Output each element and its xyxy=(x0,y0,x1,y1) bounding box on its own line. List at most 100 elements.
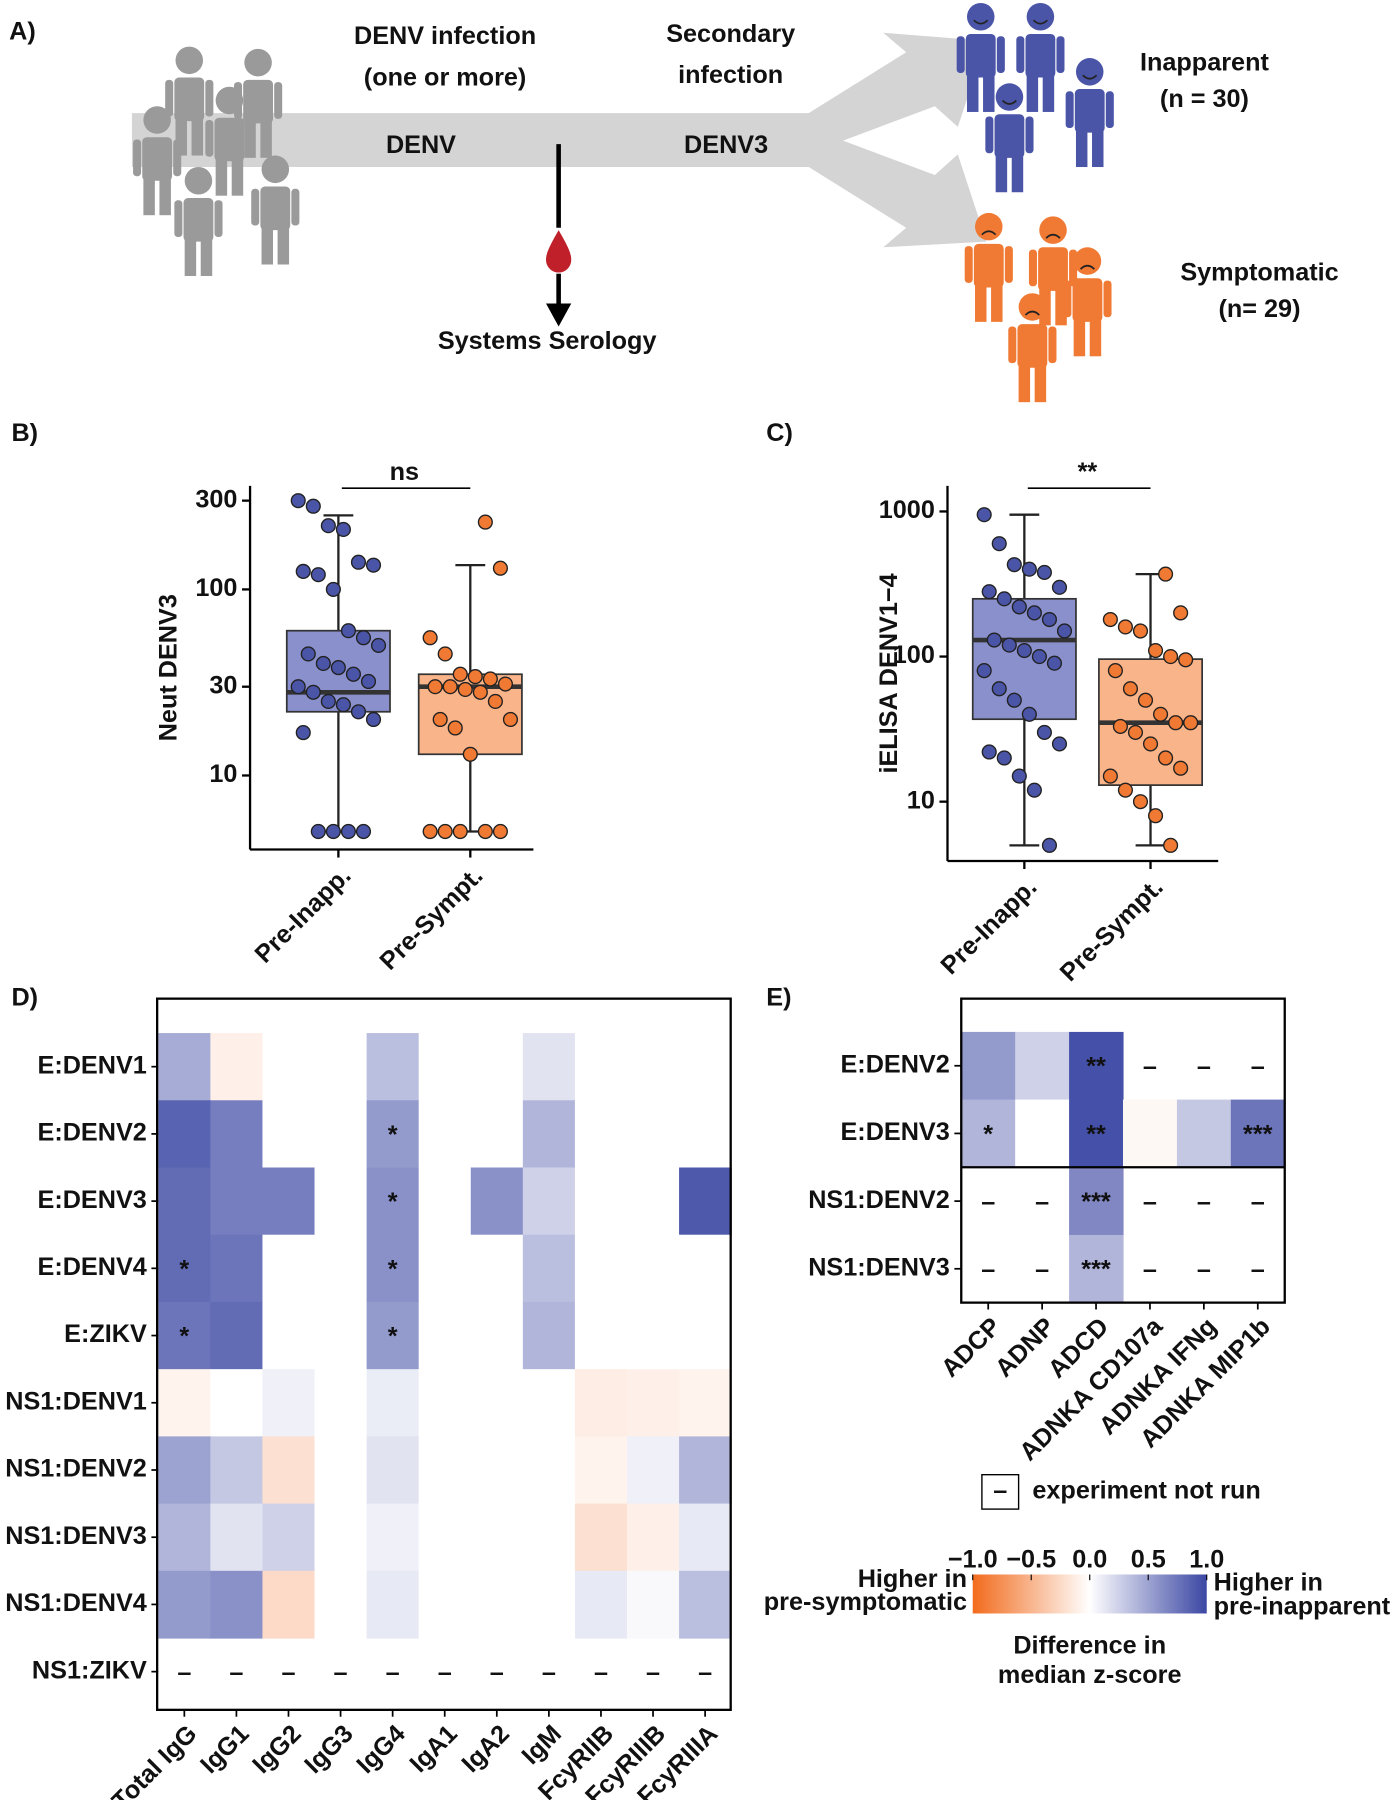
point xyxy=(1132,623,1149,639)
person-leg xyxy=(1011,155,1024,193)
point xyxy=(310,567,326,583)
cell-label: – xyxy=(490,1659,504,1687)
cell-label: – xyxy=(386,1659,400,1687)
heat-cell xyxy=(522,1234,576,1303)
col-label: IgG3 xyxy=(299,1720,358,1779)
heat-cell xyxy=(522,1167,576,1236)
heat-cell xyxy=(574,1436,628,1505)
person-leg xyxy=(159,178,171,216)
heat-cell xyxy=(679,1167,732,1236)
heat-cell xyxy=(574,1234,628,1303)
person-arm xyxy=(205,119,214,157)
person-head xyxy=(1018,293,1047,321)
point xyxy=(457,681,473,698)
y-tick-label: 100 xyxy=(893,641,935,669)
heat-cell xyxy=(470,1369,524,1437)
heat-cell xyxy=(679,1234,732,1303)
cell-label: – xyxy=(177,1659,191,1687)
person-body xyxy=(965,33,996,78)
point xyxy=(300,646,316,662)
person-head xyxy=(1075,58,1104,86)
person-body xyxy=(183,197,214,242)
point xyxy=(370,637,387,653)
cell-label: *** xyxy=(1081,1188,1111,1216)
cell-label: – xyxy=(438,1659,452,1687)
cell-label: – xyxy=(229,1659,243,1687)
point xyxy=(1158,566,1174,582)
person-arm xyxy=(1103,280,1112,318)
point xyxy=(981,744,997,760)
point xyxy=(1011,768,1027,784)
heat-cell xyxy=(418,1100,472,1169)
point xyxy=(1107,663,1123,679)
panel-label: B) xyxy=(11,419,38,447)
heat-cell xyxy=(210,1503,264,1572)
cell-label: – xyxy=(1035,1256,1049,1284)
person-leg xyxy=(277,227,290,265)
heat-cell xyxy=(1069,1234,1124,1304)
y-tick-label: 300 xyxy=(195,485,237,513)
y-tick-label: 1000 xyxy=(879,496,935,524)
heat-cell xyxy=(679,1100,732,1169)
panel-label: C) xyxy=(766,419,793,447)
x-tick-label: Pre-Inapp. xyxy=(250,862,357,969)
row-label: NS1:DENV2 xyxy=(5,1455,147,1483)
cell-label: * xyxy=(388,1188,398,1216)
heat-cell xyxy=(1069,1167,1124,1236)
cell-label: – xyxy=(1143,1053,1157,1081)
point xyxy=(437,646,453,662)
point xyxy=(1173,760,1189,776)
colorbar-tick-label: 0.0 xyxy=(1072,1545,1107,1573)
cell-label: * xyxy=(179,1323,189,1351)
stage-label: infection xyxy=(678,61,783,89)
heat-cell xyxy=(314,1503,368,1572)
person-leg xyxy=(191,118,204,156)
cell-label: – xyxy=(1143,1256,1157,1284)
heat-cell xyxy=(210,1167,264,1236)
person-leg xyxy=(200,239,213,276)
person-head xyxy=(184,167,213,195)
y-tick-label: 10 xyxy=(209,760,237,788)
person-arm xyxy=(1025,116,1034,154)
point xyxy=(305,498,321,514)
point xyxy=(330,660,346,676)
person-body xyxy=(1038,247,1068,291)
person-body xyxy=(1072,278,1103,322)
colorbar-title: Difference in xyxy=(1013,1631,1166,1659)
person-face xyxy=(1082,74,1098,80)
point xyxy=(290,679,306,695)
panel-label: D) xyxy=(11,983,38,1011)
person-arm xyxy=(1028,249,1037,287)
heat-cell xyxy=(679,1301,732,1370)
person-leg xyxy=(1092,130,1104,168)
person-arm xyxy=(1063,280,1072,318)
point xyxy=(340,823,356,840)
heat-cell xyxy=(574,1570,628,1639)
heat-cell xyxy=(574,1167,628,1236)
outcome-count: (n= 29) xyxy=(1218,295,1300,323)
person-leg xyxy=(975,285,987,322)
heat-cell xyxy=(158,1503,211,1572)
blood-drop xyxy=(546,230,572,273)
person-leg xyxy=(261,227,274,265)
flow-arrow xyxy=(131,32,987,248)
person-arm xyxy=(291,188,300,226)
low-label: pre-symptomatic xyxy=(764,1588,967,1616)
person-arm xyxy=(1016,36,1025,73)
person-arm xyxy=(205,79,214,117)
cell-label: *** xyxy=(1243,1120,1273,1148)
heat-cell xyxy=(522,1570,576,1639)
person-body xyxy=(973,243,1004,288)
row-label: NS1:ZIKV xyxy=(32,1656,147,1684)
heat-cell xyxy=(470,1436,524,1505)
heat-cell xyxy=(366,1503,420,1572)
point xyxy=(1051,579,1068,595)
person-leg xyxy=(215,158,228,196)
heat-cell xyxy=(961,1099,1016,1168)
cell-label: * xyxy=(388,1121,398,1149)
person-face xyxy=(973,19,989,25)
row-label: E:DENV2 xyxy=(840,1050,949,1078)
high-label: Higher in xyxy=(1214,1568,1323,1596)
heat-cell xyxy=(314,1033,368,1101)
cell-label: – xyxy=(698,1659,712,1687)
